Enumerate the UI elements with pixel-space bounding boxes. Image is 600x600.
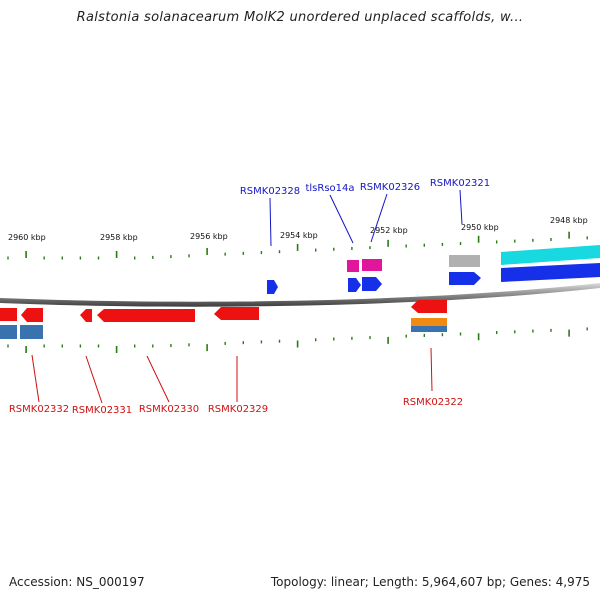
gene-arrow-RSMK02330[interactable] <box>97 309 195 322</box>
gene-label-RSMK02328[interactable]: RSMK02328 <box>240 186 300 197</box>
gene-label-RSMK02329[interactable]: RSMK02329 <box>208 404 268 415</box>
gene-block-orange[interactable] <box>411 318 447 326</box>
gene-arrow-RSMK02331[interactable] <box>80 309 92 322</box>
accession-text: Accession: NS_000197 <box>9 575 145 589</box>
forward-gene-labels: RSMK02328 tlsRso14a RSMK02326 RSMK02321 <box>240 178 490 247</box>
gene-label-RSMK02326[interactable]: RSMK02326 <box>360 182 420 193</box>
scale-label: 2950 kbp <box>461 223 499 232</box>
label-leader-line <box>146 355 170 403</box>
scale-label: 2958 kbp <box>100 233 138 242</box>
gene-block-cyan[interactable] <box>501 245 600 265</box>
gene-arrow-RSMK02322[interactable] <box>411 300 447 313</box>
gene-label-RSMK02321[interactable]: RSMK02321 <box>430 178 490 189</box>
scale-ticks-top <box>7 231 588 260</box>
label-leader-line <box>329 194 354 244</box>
scale-label: 2948 kbp <box>550 216 588 225</box>
scale-label: 2960 kbp <box>8 233 46 242</box>
scale-ticks-bottom <box>7 327 588 353</box>
label-leader-line <box>430 347 433 392</box>
scale-label: 2952 kbp <box>370 226 408 235</box>
gene-block-gray[interactable] <box>449 255 480 267</box>
gene-label-RSMK02330[interactable]: RSMK02330 <box>139 404 199 415</box>
gene-arrow-RSMK02332[interactable] <box>0 308 17 321</box>
gene-block-magenta[interactable] <box>362 259 382 271</box>
gene-label-RSMK02331[interactable]: RSMK02331 <box>72 405 132 416</box>
genome-backbone <box>0 283 600 307</box>
gene-block-magenta[interactable] <box>347 260 359 272</box>
gene-block-steel[interactable] <box>20 325 43 339</box>
reverse-genes <box>0 300 447 339</box>
scale-label: 2956 kbp <box>190 232 228 241</box>
map-title: Ralstonia solanacearum MolK2 unordered u… <box>76 10 524 25</box>
scale-label: 2954 kbp <box>280 231 318 240</box>
label-leader-line <box>370 193 388 243</box>
gene-block-steel[interactable] <box>411 326 447 332</box>
label-leader-line <box>85 355 103 404</box>
gene-block-steel[interactable] <box>0 325 17 339</box>
gene-arrow-RSMK02329[interactable] <box>214 307 259 320</box>
gene-arrow-RSMK02326[interactable] <box>362 277 382 291</box>
gene-block-blue[interactable] <box>501 263 600 282</box>
genome-summary-text: Topology: linear; Length: 5,964,607 bp; … <box>270 575 590 589</box>
label-leader-line <box>31 354 40 403</box>
gene-label-tlsRso14a[interactable]: tlsRso14a <box>305 183 354 194</box>
gene-arrow-RSMK02328[interactable] <box>267 280 278 294</box>
reverse-gene-labels: RSMK02332 RSMK02331 RSMK02330 RSMK02329 … <box>9 347 463 416</box>
gene-label-RSMK02332[interactable]: RSMK02332 <box>9 404 69 415</box>
forward-genes <box>267 245 600 294</box>
label-leader-line <box>269 197 272 247</box>
label-leader-line <box>459 189 463 225</box>
gene-arrow-tlsRso14a[interactable] <box>348 278 361 292</box>
gene-label-RSMK02322[interactable]: RSMK02322 <box>403 397 463 408</box>
gene-arrow-RSMK02332b[interactable] <box>21 308 43 322</box>
gene-arrow-RSMK02321[interactable] <box>449 272 481 285</box>
